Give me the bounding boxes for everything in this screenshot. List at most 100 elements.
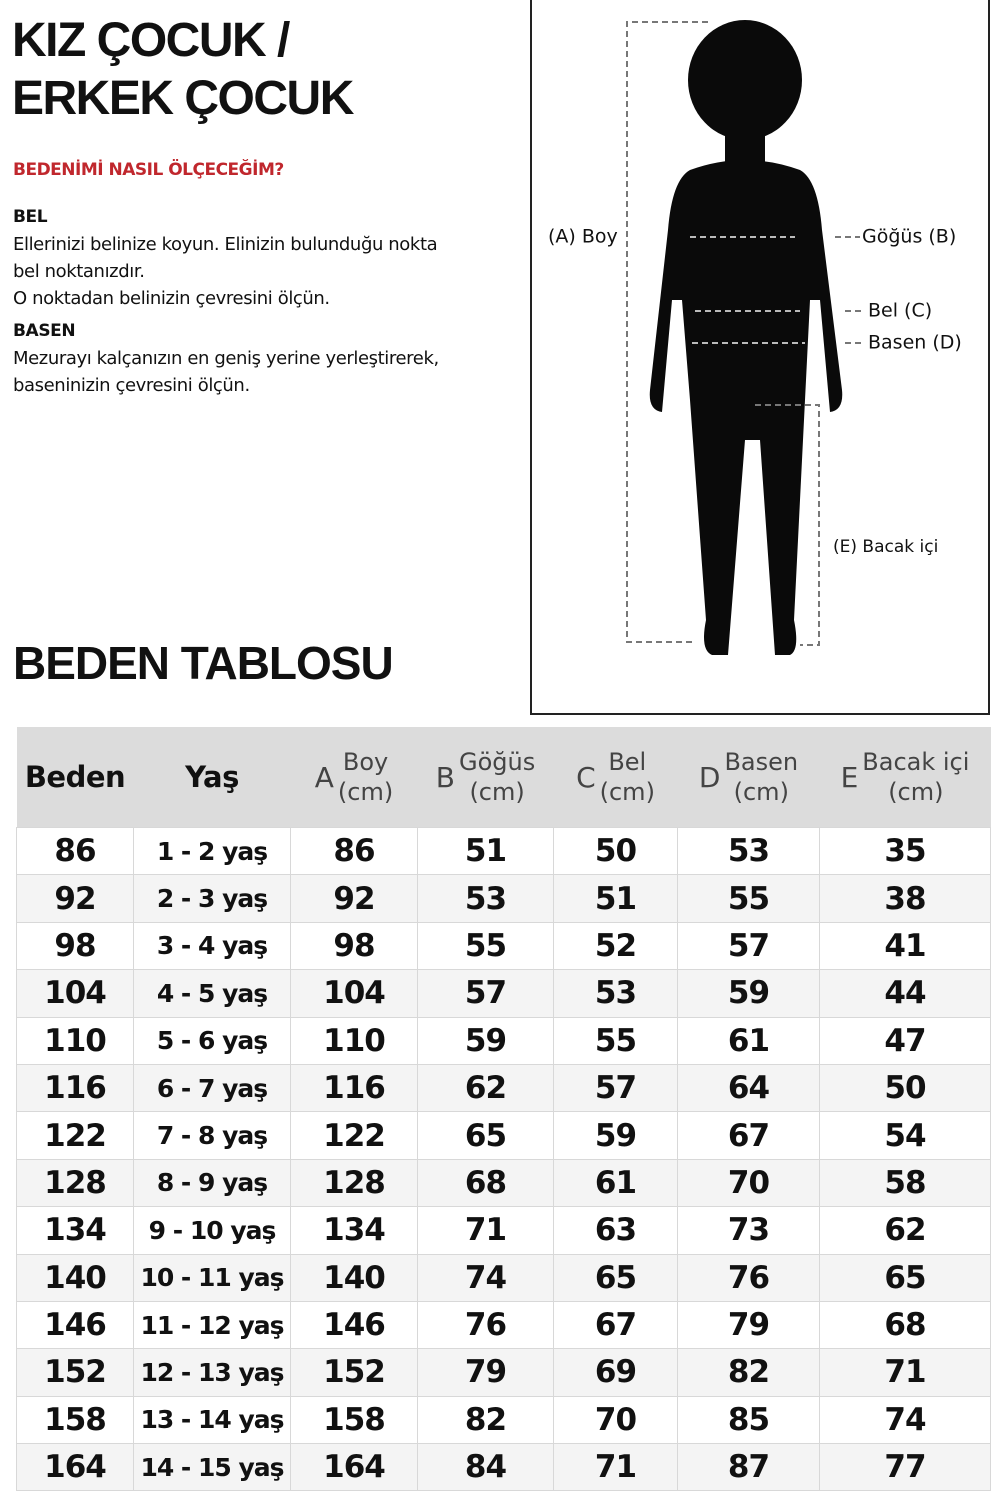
table-cell: 7 - 8 yaş bbox=[133, 1111, 291, 1160]
column-header: E Bacak içi (cm) bbox=[819, 727, 991, 828]
column-caption: Göğüs (cm) bbox=[459, 747, 535, 807]
column-letter: A bbox=[314, 760, 334, 794]
column-name: Beden bbox=[24, 760, 126, 794]
figure-label: Bel (C) bbox=[868, 300, 932, 322]
column-caption: Bacak içi (cm) bbox=[862, 747, 969, 807]
table-cell: 152 bbox=[16, 1348, 134, 1397]
table-row: 86 1 - 2 yaş 86 51 50 53 35 bbox=[16, 826, 991, 876]
measure-lines bbox=[626, 21, 864, 646]
silhouette bbox=[649, 20, 843, 655]
table-cell: 1 - 2 yaş bbox=[133, 826, 291, 876]
table-cell: 74 bbox=[819, 1395, 991, 1445]
table-cell: 68 bbox=[417, 1158, 554, 1208]
table-cell: 71 bbox=[417, 1206, 554, 1255]
column-caption: Boy (cm) bbox=[338, 747, 393, 807]
header-row: Beden Yaş A Boy (cm) B Göğüs (cm) C Bel (cm) D Basen… bbox=[16, 727, 991, 828]
section-text: baseninizin çevresini ölçün. bbox=[13, 375, 250, 396]
column-letter: C bbox=[576, 760, 596, 794]
table-cell: 9 - 10 yaş bbox=[133, 1206, 291, 1255]
column-caption: Bel (cm) bbox=[600, 747, 655, 807]
column-header: A Boy (cm) bbox=[290, 727, 418, 828]
table-cell: 62 bbox=[417, 1063, 554, 1113]
table-cell: 8 - 9 yaş bbox=[133, 1158, 291, 1208]
table-row: 158 13 - 14 yaş 158 82 70 85 74 bbox=[16, 1395, 991, 1445]
table-cell: 74 bbox=[417, 1253, 554, 1302]
column-header: Yaş bbox=[133, 727, 291, 828]
section-text: O noktadan belinizin çevresini ölçün. bbox=[13, 288, 330, 309]
table-cell: 67 bbox=[677, 1111, 820, 1160]
column-header: C Bel (cm) bbox=[553, 727, 678, 828]
table-cell: 55 bbox=[553, 1016, 678, 1065]
table-row: 134 9 - 10 yaş 134 71 63 73 62 bbox=[16, 1206, 991, 1255]
table-row: 104 4 - 5 yaş 104 57 53 59 44 bbox=[16, 969, 991, 1018]
figure-label: (E) Bacak içi bbox=[833, 537, 938, 557]
table-cell: 164 bbox=[16, 1443, 134, 1492]
table-cell: 55 bbox=[417, 921, 554, 971]
size-table: Beden Yaş A Boy (cm) B Göğüs (cm) C Bel (cm) D Basen… bbox=[16, 727, 991, 1492]
table-cell: 67 bbox=[553, 1300, 678, 1350]
guide-heading: BEDENİMİ NASIL ÖLÇECEĞİM? bbox=[13, 160, 284, 180]
table-row: 146 11 - 12 yaş 146 76 67 79 68 bbox=[16, 1300, 991, 1350]
column-unit: (cm) bbox=[469, 778, 525, 806]
table-cell: 79 bbox=[417, 1348, 554, 1397]
column-unit: (cm) bbox=[733, 778, 789, 806]
table-row: 116 6 - 7 yaş 116 62 57 64 50 bbox=[16, 1063, 991, 1113]
table-cell: 110 bbox=[290, 1016, 418, 1065]
table-cell: 73 bbox=[677, 1206, 820, 1255]
table-cell: 122 bbox=[290, 1111, 418, 1160]
table-cell: 3 - 4 yaş bbox=[133, 921, 291, 971]
column-name: Boy bbox=[342, 748, 389, 776]
table-cell: 6 - 7 yaş bbox=[133, 1063, 291, 1113]
table-cell: 85 bbox=[677, 1395, 820, 1445]
table-cell: 58 bbox=[819, 1158, 991, 1208]
column-letter: B bbox=[435, 760, 455, 794]
title-line: KIZ ÇOCUK / bbox=[12, 14, 290, 67]
table-cell: 59 bbox=[677, 969, 820, 1018]
column-name: Bel bbox=[608, 748, 647, 776]
table-cell: 146 bbox=[16, 1300, 134, 1350]
table-row: 122 7 - 8 yaş 122 65 59 67 54 bbox=[16, 1111, 991, 1160]
table-row: 128 8 - 9 yaş 128 68 61 70 58 bbox=[16, 1158, 991, 1208]
table-cell: 79 bbox=[677, 1300, 820, 1350]
table-cell: 53 bbox=[417, 874, 554, 923]
table-cell: 104 bbox=[16, 969, 134, 1018]
table-cell: 128 bbox=[16, 1158, 134, 1208]
table-cell: 47 bbox=[819, 1016, 991, 1065]
table-cell: 5 - 6 yaş bbox=[133, 1016, 291, 1065]
table-row: 164 14 - 15 yaş 164 84 71 87 77 bbox=[16, 1443, 991, 1492]
table-cell: 61 bbox=[677, 1016, 820, 1065]
guide: BEL Ellerinizi belinize koyun. Elinizin b… bbox=[13, 198, 439, 399]
column-letter: E bbox=[840, 760, 859, 794]
table-cell: 59 bbox=[553, 1111, 678, 1160]
title-line: ERKEK ÇOCUK bbox=[12, 72, 354, 125]
section-title: BEL bbox=[13, 207, 48, 227]
table-cell: 65 bbox=[819, 1253, 991, 1302]
table-cell: 134 bbox=[16, 1206, 134, 1255]
column-header: D Basen (cm) bbox=[677, 727, 820, 828]
section-text: bel noktanızdır. bbox=[13, 261, 145, 282]
column-name: Yaş bbox=[185, 760, 239, 794]
table-cell: 98 bbox=[290, 921, 418, 971]
table-cell: 54 bbox=[819, 1111, 991, 1160]
table-cell: 140 bbox=[16, 1253, 134, 1302]
table-cell: 87 bbox=[677, 1443, 820, 1492]
column-name: Bacak içi bbox=[862, 748, 970, 776]
table-cell: 61 bbox=[553, 1158, 678, 1208]
table-cell: 57 bbox=[417, 969, 554, 1018]
table-row: 98 3 - 4 yaş 98 55 52 57 41 bbox=[16, 921, 991, 971]
title: KIZ ÇOCUK / ERKEK ÇOCUK bbox=[12, 12, 354, 128]
table-cell: 69 bbox=[553, 1348, 678, 1397]
table-cell: 57 bbox=[553, 1063, 678, 1113]
table-cell: 50 bbox=[553, 826, 678, 876]
table-cell: 164 bbox=[290, 1443, 418, 1492]
column-caption: Basen (cm) bbox=[724, 747, 798, 807]
column-unit: (cm) bbox=[599, 778, 655, 806]
figure: (A) Boy Göğüs (B) Bel (C) Basen (D) (E) … bbox=[548, 20, 962, 655]
table-cell: 41 bbox=[819, 921, 991, 971]
table-cell: 62 bbox=[819, 1206, 991, 1255]
table-cell: 104 bbox=[290, 969, 418, 1018]
table-cell: 59 bbox=[417, 1016, 554, 1065]
table-cell: 76 bbox=[677, 1253, 820, 1302]
table-cell: 38 bbox=[819, 874, 991, 923]
